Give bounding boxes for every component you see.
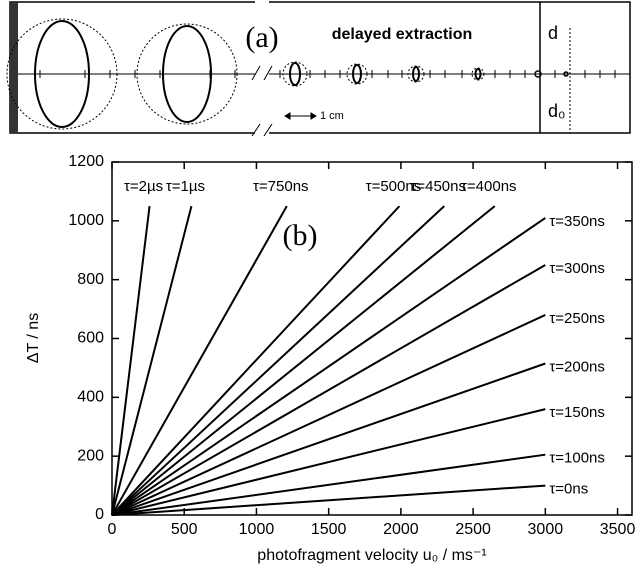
line-label: τ=200ns [549,358,605,375]
series-line [111,314,546,516]
break-mark [251,65,261,81]
x-tick-label: 1500 [311,521,347,538]
series-line [111,408,546,516]
axis-ticks [39,70,616,78]
scale-label: 1 cm [320,110,344,122]
line-label: τ=1µs [166,178,205,195]
x-tick-label: 3000 [528,521,564,538]
series-line [111,205,496,516]
y-tick-label: 200 [77,447,104,464]
break-mark [251,123,261,137]
x-tick-label: 2000 [383,521,419,538]
distance-label: d [548,23,558,43]
series-line [111,205,445,516]
series-line [111,484,546,516]
ellipse [34,20,90,128]
distance-label: d₀ [548,101,565,121]
panel-title: delayed extraction [332,26,473,43]
line-label: τ=300ns [549,260,605,277]
y-tick-label: 0 [95,506,104,523]
ellipse [352,64,362,84]
panel-label: (a) [245,21,278,54]
series-line [111,217,546,516]
x-tick-label: 1000 [239,521,275,538]
ellipse [289,62,301,86]
line-label: τ=250ns [549,310,605,327]
y-tick-label: 1200 [68,153,104,170]
x-axis-label: photofragment velocity u₀ / ms⁻¹ [257,547,486,564]
break-mark [263,65,273,81]
y-tick-label: 800 [77,271,104,288]
panel-a [6,0,631,137]
ellipse [412,66,420,82]
series-line [111,206,151,516]
line-label: τ=350ns [549,213,605,230]
scale-arrows [284,112,317,120]
series-line [111,362,546,516]
axis-break [255,0,269,136]
y-tick-label: 400 [77,389,104,406]
line-label: τ=450ns [410,178,466,195]
line-label: τ=750ns [253,178,309,195]
sphere [563,71,569,77]
series-line [111,264,546,516]
series-line [111,205,193,516]
x-tick-label: 0 [108,521,117,538]
sphere [6,18,118,130]
x-tick-label: 3500 [600,521,636,538]
sphere [534,70,542,78]
line-label: τ=0ns [549,481,588,498]
x-tick-label: 2500 [455,521,491,538]
line-label: τ=2µs [124,178,163,195]
line-label: τ=400ns [461,178,517,195]
sphere [346,63,368,85]
ellipse [162,25,212,123]
y-axis-label: ΔT / ns [25,313,42,363]
series-line [111,205,288,516]
break-mark [263,123,273,137]
panel-label: (b) [283,219,318,252]
detector-bar [10,2,18,133]
ellipse [474,68,482,80]
line-label: τ=500ns [366,178,422,195]
y-tick-label: 600 [77,330,104,347]
line-label: τ=150ns [549,404,605,421]
series-line [111,205,401,516]
x-tick-label: 500 [171,521,198,538]
line-label: τ=100ns [549,450,605,467]
series-line [111,453,546,516]
y-tick-label: 1000 [68,212,104,229]
sphere [136,23,238,125]
